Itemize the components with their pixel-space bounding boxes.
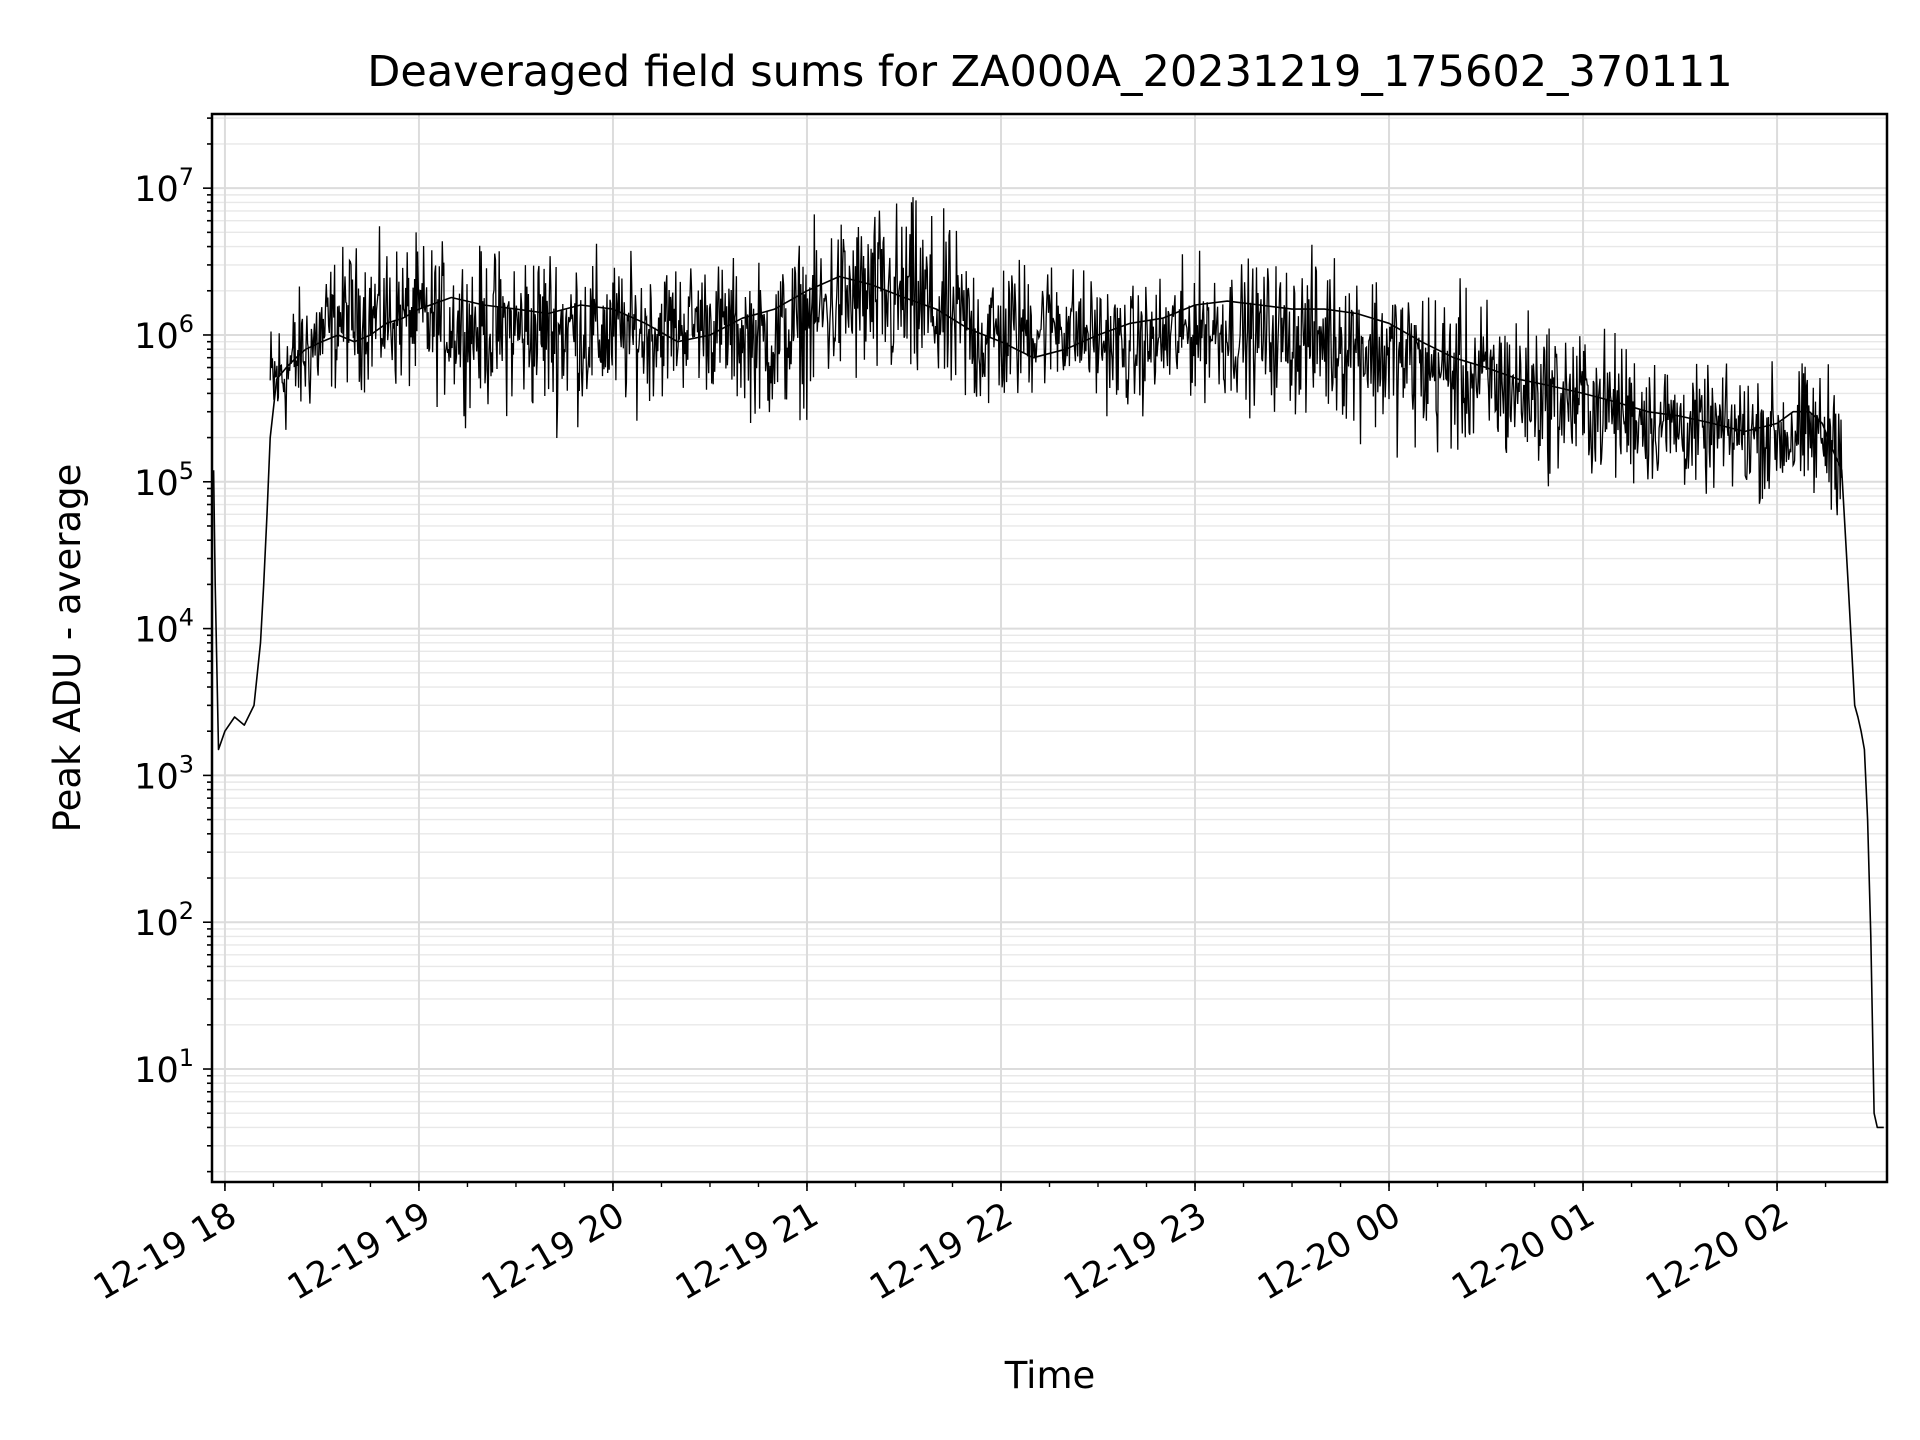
- chart-title: Deaveraged field sums for ZA000A_2023121…: [367, 47, 1732, 97]
- x-tick-label: 12-19 20: [475, 1195, 631, 1308]
- y-tick-label: 101: [134, 1044, 194, 1091]
- series-noise-band: [269, 197, 1843, 516]
- x-tick-label: 12-19 23: [1057, 1195, 1213, 1308]
- series-noise-path: [269, 197, 1843, 516]
- x-tick-label: 12-19 22: [863, 1195, 1019, 1308]
- plot-frame: [210, 112, 1889, 1184]
- x-tick-label: 12-20 02: [1639, 1195, 1795, 1308]
- y-axis-label: Peak ADU - average: [46, 464, 89, 833]
- grid: [212, 114, 1887, 1182]
- x-tick-label: 12-20 00: [1251, 1195, 1407, 1308]
- x-tick-label: 12-19 21: [669, 1195, 825, 1308]
- y-tick-label: 102: [134, 897, 194, 944]
- x-axis: 12-19 18 12-19 19 12-19 20 12-19 21 12-19 22…: [87, 1182, 1827, 1308]
- y-axis: 101 102 103 104 105 106 107: [134, 117, 212, 1173]
- x-tick-label: 12-19 19: [281, 1195, 437, 1308]
- y-tick-label: 105: [134, 457, 194, 504]
- x-tick-label: 12-19 18: [87, 1195, 243, 1308]
- x-tick-label: 12-20 01: [1445, 1195, 1601, 1308]
- series-line: [212, 275, 1884, 1129]
- y-tick-label: 103: [134, 750, 194, 797]
- y-tick-label: 104: [134, 604, 194, 651]
- y-tick-label: 107: [134, 163, 194, 210]
- y-tick-label: 106: [134, 310, 194, 357]
- x-axis-label: Time: [1004, 1354, 1096, 1397]
